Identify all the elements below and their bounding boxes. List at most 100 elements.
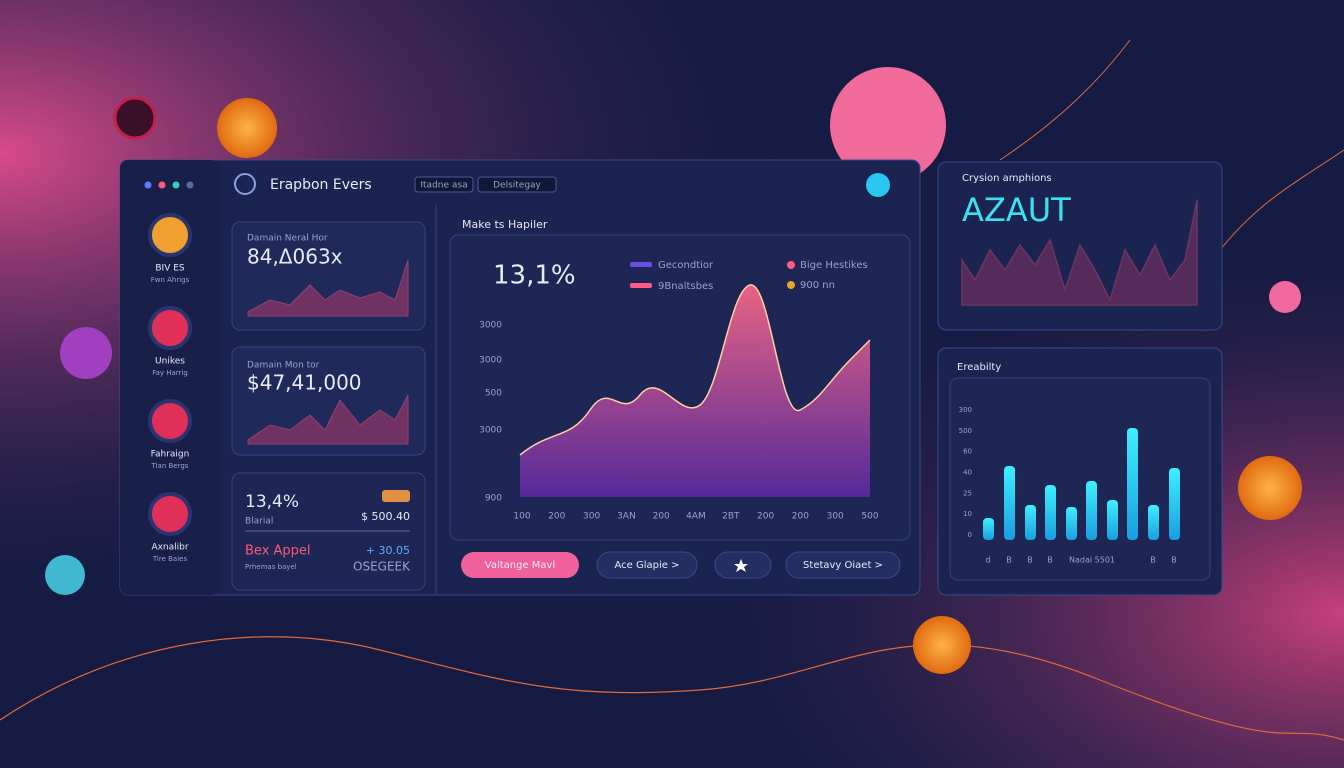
legend-swatch [630,262,652,267]
nav-label: BIV ES [155,264,185,274]
bar [1004,466,1015,540]
bar [1066,507,1077,540]
bar [1025,505,1036,540]
summary-label: Blarial [245,517,273,527]
nav-icon [148,213,192,257]
sparkline [247,259,409,317]
logo [234,173,256,195]
chart-title: Make ts Hapiler [462,218,548,231]
nav-sub: Tire Baies [152,555,188,563]
bar [1086,481,1097,540]
y-tick-label: 3000 [479,426,502,436]
nav-label: Fahraign [151,450,190,460]
panel-title: Crysion amphions [962,173,1052,184]
panel-title: Ereabilty [957,362,1001,373]
legend-swatch [787,261,795,269]
bar [1169,468,1180,540]
card-title: Damain Neral Hor [247,234,328,244]
x-tick-label: 500 [861,512,878,522]
panel [937,161,1223,331]
star-icon[interactable] [734,559,748,572]
button-label[interactable]: Ace Glapie > [615,560,680,571]
dot [158,181,166,189]
x-tick-label: 4AM [686,512,706,522]
x-tick-label: B [1027,556,1033,565]
coin [217,98,277,158]
x-tick-label: 300 [827,512,844,522]
y-tick-label: 900 [485,494,502,504]
bar [1127,428,1138,540]
summary-name: Bex Appel [245,544,311,559]
summary-code: OSEGEEK [353,560,411,574]
y-tick-label: 10 [963,510,972,518]
nav-label: Unikes [155,357,185,367]
button-label[interactable]: Valtange Mavl [485,560,556,571]
icon [113,96,157,140]
y-tick-label: 25 [963,489,972,497]
x-tick-label: 200 [653,512,670,522]
sidebar [120,160,220,595]
legend-swatch [630,283,652,288]
x-tick-label: 200 [548,512,565,522]
icon [45,555,85,595]
area-chart [520,284,870,497]
card-title: Damain Mon tor [247,361,320,371]
x-tick-label: 200 [757,512,774,522]
card-value: 84,Δ063x [247,245,343,269]
x-tick-label: B [1171,556,1177,565]
button[interactable] [461,552,579,578]
nav-icon [148,306,192,350]
legend-label: 900 nn [800,280,835,291]
action-button[interactable] [866,173,890,197]
line-chart [961,199,1198,306]
nav-sub: Tian Bergs [151,462,189,470]
x-tick-label: 2BT [722,512,740,522]
button[interactable] [596,551,698,579]
legend-swatch [787,281,795,289]
nav-label: Axnalibr [151,543,188,553]
nav-icon [148,399,192,443]
y-tick-label: 40 [963,469,972,477]
tab-label[interactable]: Itadne asa [420,181,467,191]
panel-value: AZAUT [962,191,1071,229]
app-title: Erapbon Evers [270,177,372,193]
legend-label: Bige Hestikes [800,260,868,271]
x-tick-label: d [985,556,990,565]
icon [1269,281,1301,313]
x-tick-label: 300 [583,512,600,522]
x-tick-label: B [1047,556,1053,565]
x-tick-label: B [1006,556,1012,565]
summary-value: 13,4% [245,492,299,512]
legend-label: 9Bnaltsbes [658,281,713,292]
bar [1045,485,1056,540]
x-tick-label: 200 [792,512,809,522]
x-tick-label: B [1150,556,1156,565]
icon [382,490,410,502]
y-tick-label: 0 [968,531,972,539]
x-tick-label: Nadai 5501 [1069,556,1115,565]
decor-line [999,39,1344,251]
coin [1238,456,1302,520]
coin [830,67,946,183]
tab[interactable] [477,176,557,193]
area-line [519,284,871,456]
y-tick-label: 3000 [479,356,502,366]
card-value: $47,41,000 [247,371,362,395]
button[interactable] [785,551,901,579]
bar [983,518,994,540]
y-tick-label: 300 [959,406,972,414]
legend-label: Gecondtior [658,260,714,271]
bar-chart [983,428,1180,540]
nav-icon [148,492,192,536]
summary-change: + 30.05 [366,544,410,557]
button-label[interactable]: Stetavy Oiaet > [803,560,883,571]
y-tick-label: 60 [963,448,972,456]
tab[interactable] [414,176,474,193]
nav-sub: Fay Harrig [152,369,188,377]
coin [913,616,971,674]
icon [60,327,112,379]
tab-label[interactable]: Delsitegay [493,181,541,191]
summary-amount: $ 500.40 [361,510,410,523]
y-tick-label: 500 [485,389,502,399]
